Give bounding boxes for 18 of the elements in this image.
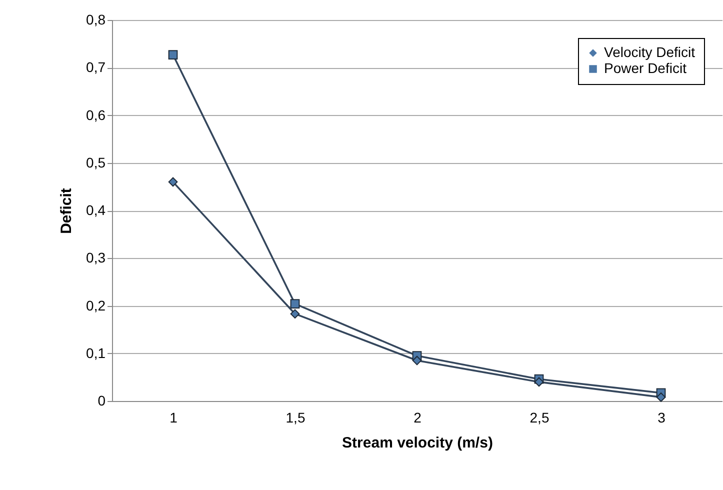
y-axis-title: Deficit [58,188,76,234]
x-tick-label: 1,5 [286,410,306,426]
x-tick-label: 2 [414,410,422,426]
legend-label: Velocity Deficit [604,44,696,60]
x-tick-label: 1 [170,410,178,426]
x-tick-label: 3 [658,410,666,426]
x-axis-title: Stream velocity (m/s) [342,434,493,452]
y-tick-label: 0,7 [86,59,106,76]
x-tick-label: 2,5 [530,410,550,426]
y-tick-label: 0,5 [86,154,106,170]
y-tick-label: 0,8 [86,12,106,28]
y-tick-label: 0,6 [86,106,106,123]
y-tick-label: 0,2 [86,297,106,314]
y-tick-label: 0,1 [86,344,106,361]
y-tick-label: 0,4 [86,202,106,218]
legend-label: Power Deficit [604,60,687,76]
y-tick-label: 0 [98,392,106,408]
y-tick-label: 0,3 [86,250,106,266]
